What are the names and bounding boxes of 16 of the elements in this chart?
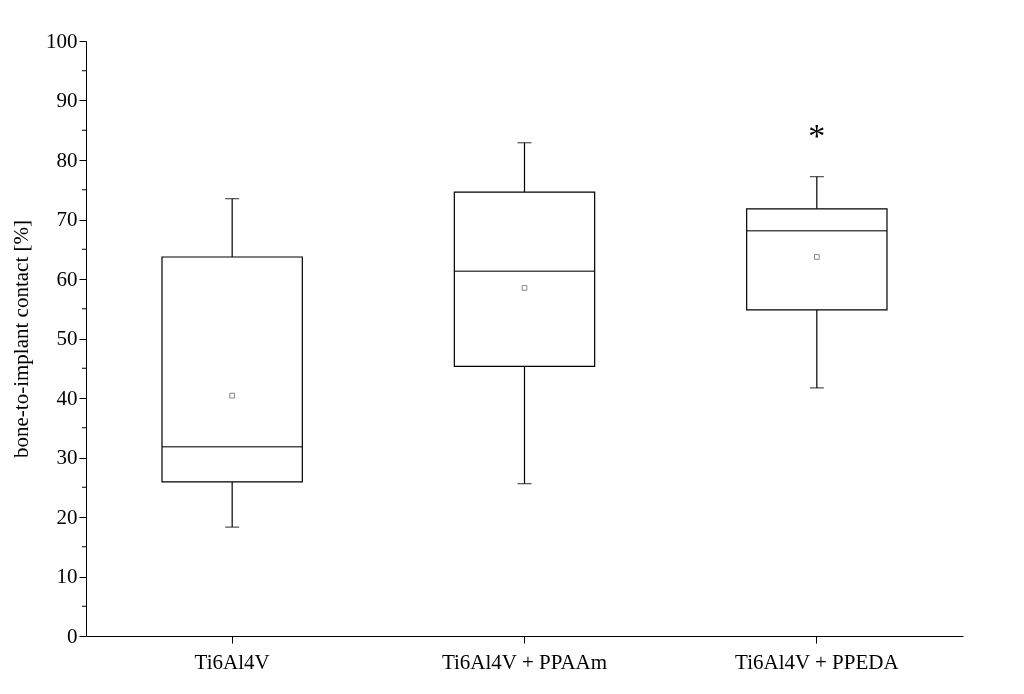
y-tick-label: 0 (67, 623, 78, 648)
y-tick-label: 100 (46, 28, 78, 53)
y-tick-label: 70 (56, 207, 78, 231)
x-tick-label: Ti6Al4V (194, 649, 270, 674)
x-tick-label: Ti6Al4V + PPEDA (735, 649, 900, 674)
y-axis-title: bone-to-implant contact [%] (9, 220, 33, 458)
y-tick-label: 90 (56, 88, 78, 112)
x-tick-label: Ti6Al4V + PPAAm (441, 649, 608, 674)
y-tick-label: 50 (56, 326, 78, 350)
y-tick-label: 20 (56, 504, 78, 529)
y-tick-label: 30 (56, 445, 78, 469)
y-tick-label: 80 (56, 147, 78, 172)
y-tick-label: 40 (56, 385, 78, 410)
y-tick-label: 10 (56, 564, 78, 588)
annotation: * (808, 116, 826, 154)
y-tick-label: 60 (56, 266, 78, 291)
